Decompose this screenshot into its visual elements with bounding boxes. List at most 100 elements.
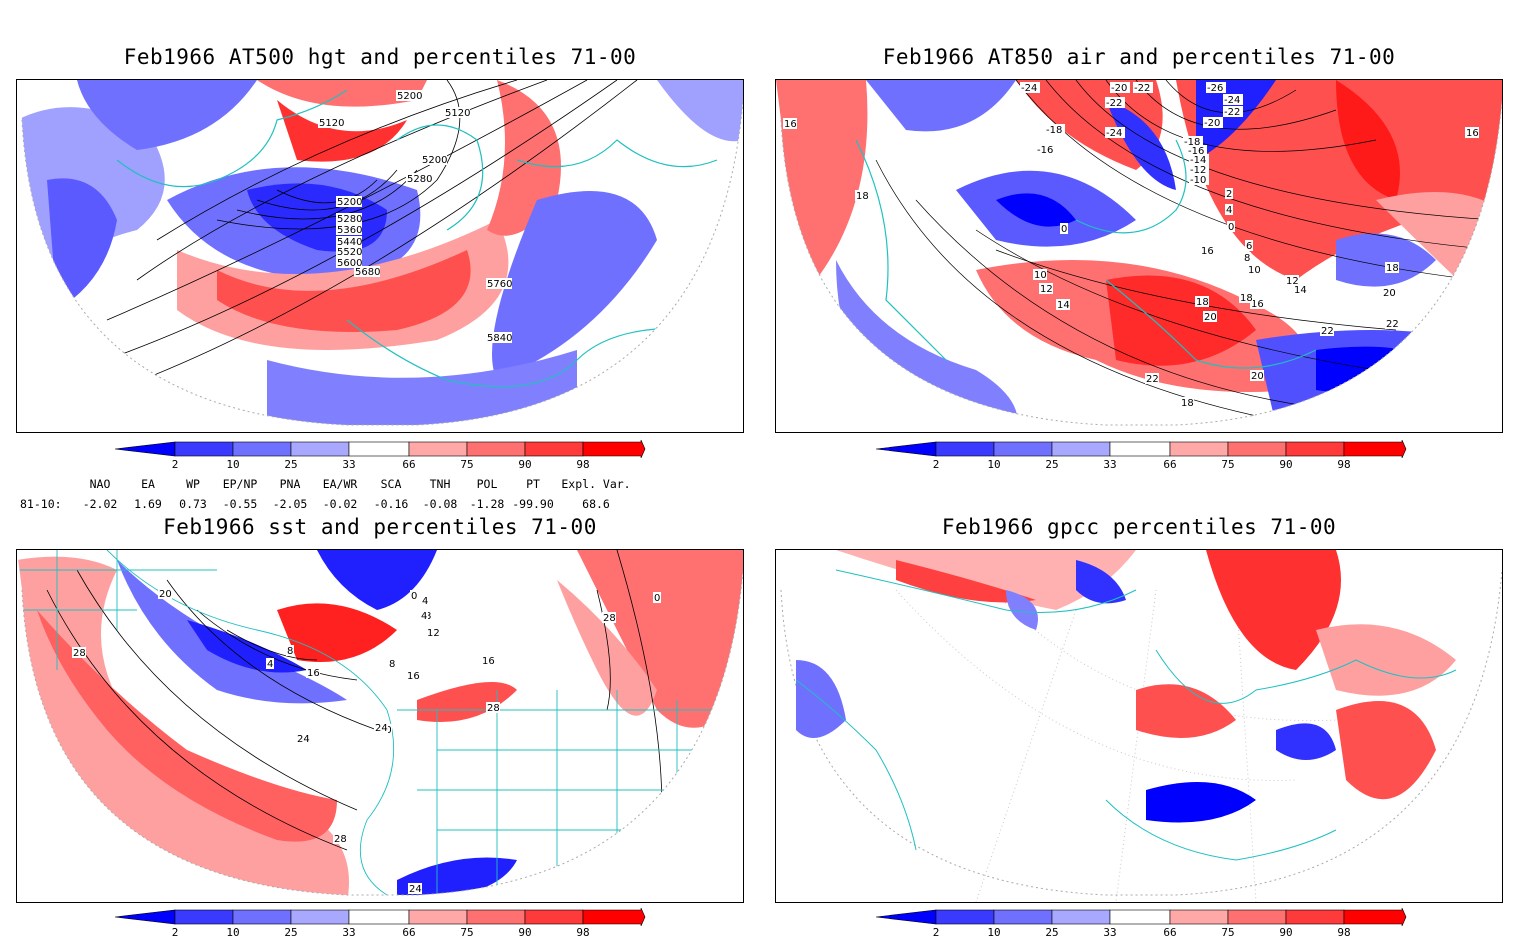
colorbar-swatch — [408, 441, 468, 457]
index-value: -2.05 — [272, 497, 308, 511]
contour-label-bg — [336, 257, 362, 268]
contour-label: 8 — [389, 659, 395, 670]
contour-label-bg — [266, 658, 274, 669]
contour-label: 5440 — [337, 237, 362, 248]
colorbar-swatch — [1227, 441, 1287, 457]
contour-label: 0 — [1228, 222, 1234, 233]
colorbar-swatch — [348, 909, 410, 925]
panel-title-gpcc: Feb1966 gpcc percentiles 71-00 — [941, 515, 1337, 539]
colorbar-gpcc: 2 10 25 33 66 75 90 98 — [875, 907, 1436, 944]
contour-label-bg — [1382, 287, 1396, 298]
contour-label: 0 — [654, 593, 660, 604]
contour-label: -22 — [1134, 83, 1150, 94]
contour-label: -16 — [1037, 145, 1053, 156]
contour-label: 18 — [1196, 297, 1209, 308]
contour-label: 14 — [1294, 285, 1307, 296]
contour-label: 28 — [334, 834, 347, 845]
colorbar-label: 98 — [576, 926, 590, 939]
contour-label: 0 — [411, 591, 417, 602]
colorbar-label: 98 — [1337, 458, 1351, 471]
contour-label-bg — [855, 190, 869, 201]
contour-label-bg — [1206, 82, 1226, 93]
colorbar-swatch — [875, 441, 937, 457]
index-header: PNA — [279, 477, 301, 491]
contour-label: 8 — [287, 646, 293, 657]
contour-label-bg — [1285, 275, 1299, 286]
contour-label-bg — [486, 278, 512, 289]
index-value: 0.73 — [179, 497, 207, 511]
contour-label-bg — [72, 647, 86, 658]
index-value: -1.28 — [469, 497, 505, 511]
contour-label-bg — [1227, 221, 1235, 232]
contour-label-bg — [1045, 124, 1065, 135]
colorbar-swatch — [993, 441, 1053, 457]
colorbar-swatch — [1343, 907, 1407, 927]
colorbar-swatches — [114, 907, 646, 927]
index-header: TNH — [429, 477, 451, 491]
index-header: POL — [476, 477, 498, 491]
contour-label-bg — [1385, 262, 1399, 273]
contour-label: 18 — [1240, 293, 1253, 304]
contour-label: 20 — [1204, 312, 1217, 323]
contour-label-bg — [318, 117, 344, 128]
contour-label-bg — [1105, 97, 1125, 108]
contour-label-bg — [1033, 269, 1047, 280]
colorbar-label: 33 — [342, 926, 356, 939]
colorbar-label: 90 — [518, 458, 532, 471]
contour-label: -14 — [1190, 155, 1206, 166]
contour-label: 14 — [1057, 300, 1070, 311]
contour-label-bg — [1036, 144, 1056, 155]
colorbar-label: 25 — [1045, 458, 1059, 471]
contour-label: -22 — [1224, 107, 1240, 118]
index-header: EP/NP — [222, 477, 258, 491]
contour-label-bg — [481, 655, 495, 666]
contour-label-bg — [1056, 299, 1070, 310]
contour-label: 22 — [1321, 326, 1334, 337]
map-panel-gpcc — [775, 549, 1503, 903]
contour-label-bg — [1223, 106, 1243, 117]
contour-label-bg — [1320, 325, 1334, 336]
colorbar-label: 75 — [1221, 458, 1235, 471]
index-header: EA/WR — [322, 477, 358, 491]
contour-label: -16 — [1188, 146, 1204, 157]
map-hgt500: 5120520051205200528052005280536054405520… — [17, 80, 743, 426]
colorbar-label: 25 — [284, 926, 298, 939]
colorbar-swatch — [1285, 441, 1345, 457]
contour-label-bg — [783, 118, 797, 129]
contour-label: 28 — [603, 613, 616, 624]
contour-label-bg — [1239, 292, 1253, 303]
index-header: PT — [526, 477, 540, 491]
contour-label-bg — [420, 610, 428, 621]
contour-label: 24 — [297, 734, 310, 745]
contour-label: 5280 — [337, 214, 362, 225]
contour-label-bg — [1060, 223, 1068, 234]
map-air850: -24 -20 -22 -26-24-22-22-20-18 -24-18-16 -16-… — [776, 80, 1502, 426]
contour-label: 5520 — [337, 247, 362, 258]
colorbar-swatch — [1109, 441, 1171, 457]
contour-label: 5200 — [337, 197, 362, 208]
colorbar-swatch — [524, 909, 584, 925]
contour-label-bg — [1225, 188, 1233, 199]
contour-label: 5600 — [337, 258, 362, 269]
contour-label: 4 — [267, 659, 273, 670]
colorbar-label: 10 — [226, 458, 240, 471]
contour-label-bg — [406, 670, 420, 681]
contour-label: -24 — [1021, 83, 1037, 94]
colorbar-label: 2 — [932, 926, 940, 939]
colorbar-label: 66 — [1163, 458, 1177, 471]
contour-label: 16 — [784, 119, 797, 130]
contour-label-bg — [1225, 204, 1233, 215]
index-header: Expl. Var. — [561, 477, 631, 491]
contour-label: 18 — [1181, 398, 1194, 409]
contour-label-bg — [1110, 82, 1130, 93]
contour-label: 22 — [1386, 319, 1399, 330]
contour-label-bg — [426, 627, 440, 638]
contour-label: 6 — [1246, 241, 1252, 252]
colorbar-swatch — [1285, 909, 1345, 925]
index-row-label: 81-10: — [20, 497, 62, 511]
contour-label: 5200 — [397, 91, 422, 102]
colorbar-swatches — [875, 907, 1407, 927]
contour-label: 18 — [856, 191, 869, 202]
index-value: -0.55 — [222, 497, 258, 511]
contour-label-bg — [1189, 164, 1209, 175]
